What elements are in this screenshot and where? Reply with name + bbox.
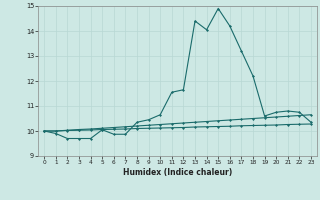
X-axis label: Humidex (Indice chaleur): Humidex (Indice chaleur) xyxy=(123,168,232,177)
